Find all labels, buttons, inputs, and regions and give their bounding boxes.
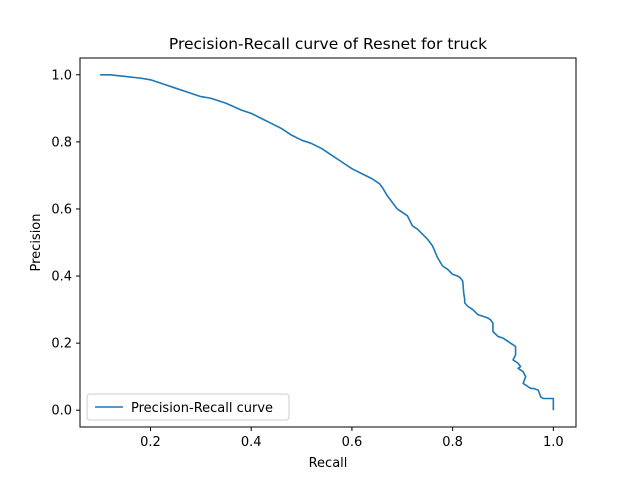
x-axis: 0.2 0.4 0.6 0.8 1.0 [140,427,564,450]
y-axis-label: Precision [29,213,44,271]
y-tick-label: 0.2 [51,337,72,352]
x-tick-label: 0.8 [442,435,463,450]
y-tick-label: 1.0 [51,68,72,83]
chart-title: Precision-Recall curve of Resnet for tru… [169,35,487,53]
x-tick-label: 1.0 [543,435,564,450]
y-tick-label: 0.6 [51,202,72,217]
plot-area [79,57,577,428]
legend-box [86,393,290,421]
y-tick-label: 0.4 [51,270,72,285]
y-axis: 0.0 0.2 0.4 0.6 0.8 1.0 [51,68,80,419]
x-tick-label: 0.6 [342,435,363,450]
x-tick-label: 0.2 [140,435,161,450]
x-tick-label: 0.4 [241,435,262,450]
legend: Precision-Recall curve [86,393,290,421]
series-line-precision-recall [100,73,555,411]
legend-label: Precision-Recall curve [131,401,273,416]
y-tick-label: 0.0 [51,404,72,419]
y-tick-label: 0.8 [51,135,72,150]
x-axis-label: Recall [309,456,348,471]
